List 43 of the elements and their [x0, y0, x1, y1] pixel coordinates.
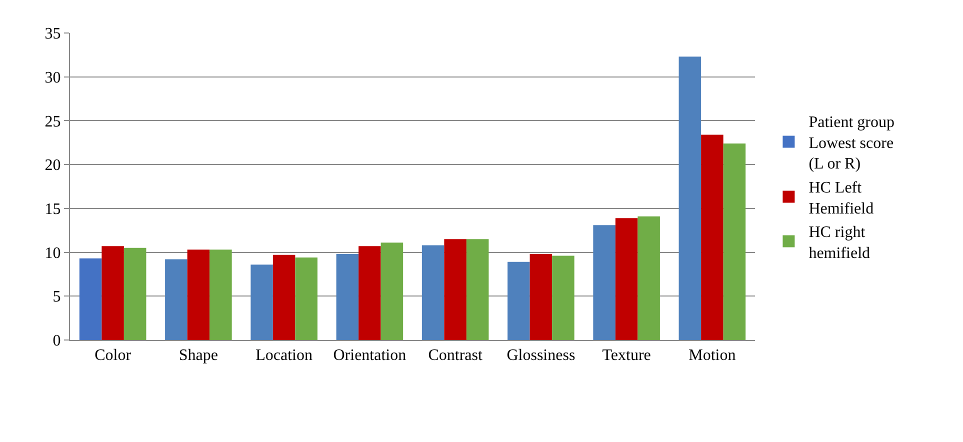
- y-tick-label: 10: [44, 244, 61, 262]
- y-tick-label: 15: [44, 201, 61, 218]
- y-tick-label: 25: [44, 113, 61, 130]
- x-tick-label: Color: [94, 347, 132, 364]
- bar: [358, 246, 381, 340]
- bar: [444, 239, 466, 340]
- bar: [250, 264, 273, 340]
- y-tick-label: 20: [44, 157, 61, 174]
- x-tick-label: Shape: [178, 347, 218, 364]
- bar: [102, 246, 124, 340]
- x-tick-label: Contrast: [428, 347, 483, 364]
- legend-label: Patient group Lowest score (L or R): [808, 114, 894, 173]
- x-tick-label: Glossiness: [506, 347, 576, 364]
- legend-label: HC Left Hemifield: [808, 180, 874, 218]
- y-tick-label: 35: [44, 26, 61, 43]
- bar: [187, 250, 210, 340]
- bar: [593, 225, 616, 340]
- bar: [552, 256, 574, 340]
- x-tick-label: Orientation: [333, 347, 406, 364]
- bar: [530, 254, 552, 340]
- bar: [638, 216, 660, 340]
- bar: [210, 250, 232, 340]
- y-tick-label: 0: [52, 332, 61, 350]
- bar: [336, 254, 359, 340]
- bar: [124, 248, 146, 340]
- bar: [723, 144, 746, 340]
- bar: [272, 254, 296, 340]
- bar: [466, 239, 489, 340]
- x-tick-label: Texture: [602, 347, 651, 364]
- legend-label: HC right hemifield: [808, 224, 870, 262]
- bar: [295, 258, 318, 340]
- bar: [701, 134, 724, 340]
- bar: [165, 259, 188, 340]
- bar: [380, 242, 404, 340]
- x-tick-label: Location: [256, 347, 312, 364]
- bar: [615, 218, 638, 340]
- bar: [422, 245, 444, 340]
- bar: [79, 258, 102, 340]
- x-tick-label: Motion: [688, 347, 736, 364]
- y-tick-label: 5: [52, 288, 61, 306]
- bar: [678, 56, 702, 340]
- y-tick-label: 30: [44, 69, 61, 86]
- bar: [508, 262, 530, 340]
